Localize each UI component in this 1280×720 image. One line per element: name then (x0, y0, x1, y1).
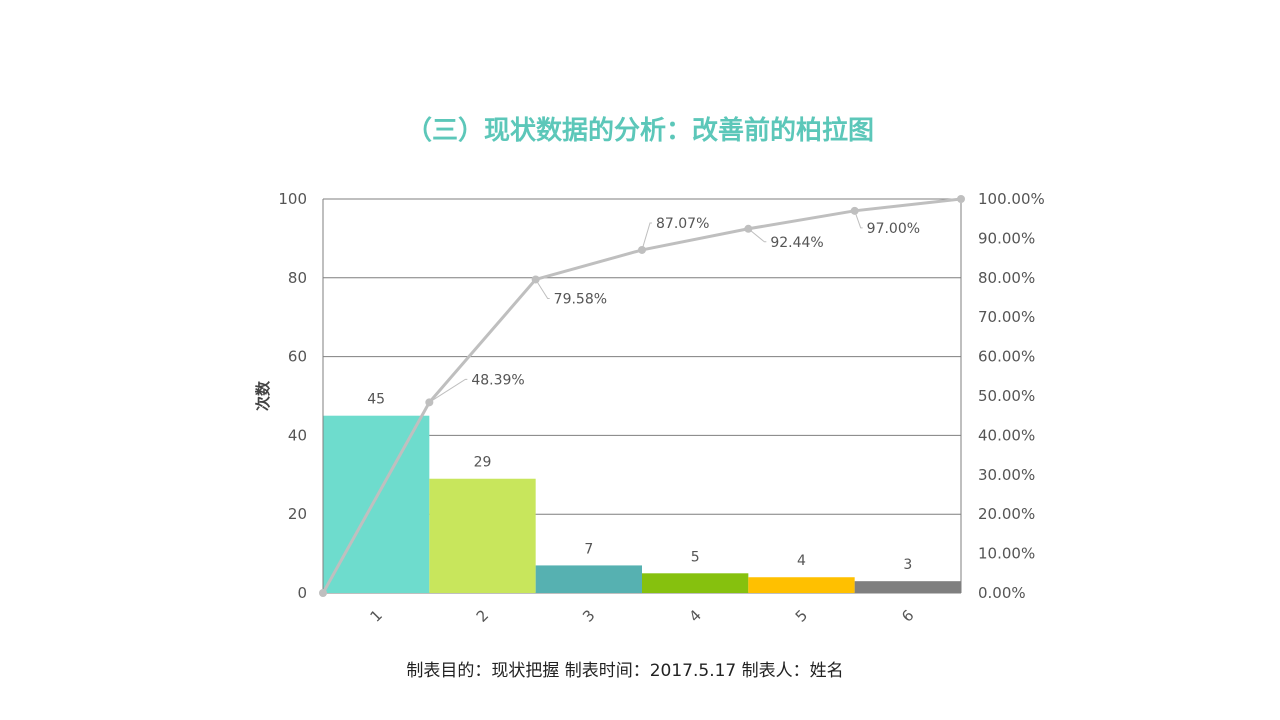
y-tick-label: 0 (297, 584, 307, 602)
y-axis-title: 次数 (254, 380, 272, 411)
axes: 0 20 40 60 80 100 0.00% 10.00% 20.00% 30.00% 40.00… (278, 190, 1044, 626)
y-tick-label: 100 (278, 190, 307, 208)
bar (535, 565, 642, 593)
y-tick-label: 20 (288, 505, 307, 523)
bar-value-label: 3 (903, 557, 912, 573)
label-leader (429, 378, 468, 403)
bar-value-label: 45 (367, 392, 385, 408)
cumulative-label: 79.58% (554, 291, 607, 307)
x-tick-label: 3 (579, 606, 598, 625)
label-leader (748, 228, 767, 243)
y-tick-label: 60 (288, 348, 307, 366)
bar (642, 573, 749, 593)
cumulative-label: 97.00% (867, 221, 920, 237)
label-leader (641, 222, 652, 251)
x-tick-label: 1 (366, 606, 385, 625)
x-tick-label: 5 (792, 606, 811, 625)
label-leader (535, 279, 550, 299)
cumulative-label: 48.39% (471, 372, 524, 388)
y2-tick-label: 100.00% (978, 190, 1045, 208)
y2-tick-label: 10.00% (978, 545, 1035, 563)
y2-tick-label: 20.00% (978, 505, 1035, 523)
bar (854, 581, 961, 593)
footer-note: 制表目的：现状把握 制表时间：2017.5.17 制表人：姓名 (406, 661, 844, 681)
bar-value-label: 7 (584, 541, 593, 557)
cumulative-point (319, 589, 327, 597)
y2-tick-label: 80.00% (978, 269, 1035, 287)
cumulative-label: 87.07% (656, 216, 709, 232)
x-tick-label: 4 (685, 606, 704, 625)
bar-value-label: 4 (797, 553, 806, 569)
cumulative-line: 48.39% 79.58% 87.07% 92.44% 97.00% (319, 195, 965, 597)
y-tick-label: 40 (288, 426, 307, 444)
y-tick-label: 80 (288, 269, 307, 287)
y2-tick-label: 40.00% (978, 426, 1035, 444)
y2-tick-label: 30.00% (978, 466, 1035, 484)
y2-tick-label: 90.00% (978, 229, 1035, 247)
x-tick-label: 6 (898, 606, 917, 625)
cumulative-point (957, 195, 965, 203)
x-tick-label: 2 (473, 606, 492, 625)
bar (429, 478, 536, 593)
bar-value-label: 5 (691, 549, 700, 565)
y2-tick-label: 60.00% (978, 348, 1035, 366)
page-title: （三）现状数据的分析：改善前的柏拉图 (405, 116, 874, 146)
y2-tick-label: 50.00% (978, 387, 1035, 405)
bar-value-label: 29 (474, 455, 492, 471)
label-leader (854, 210, 863, 229)
bar (748, 577, 855, 593)
cumulative-label: 92.44% (770, 235, 823, 251)
y2-tick-label: 70.00% (978, 308, 1035, 326)
y2-tick-label: 0.00% (978, 584, 1026, 602)
